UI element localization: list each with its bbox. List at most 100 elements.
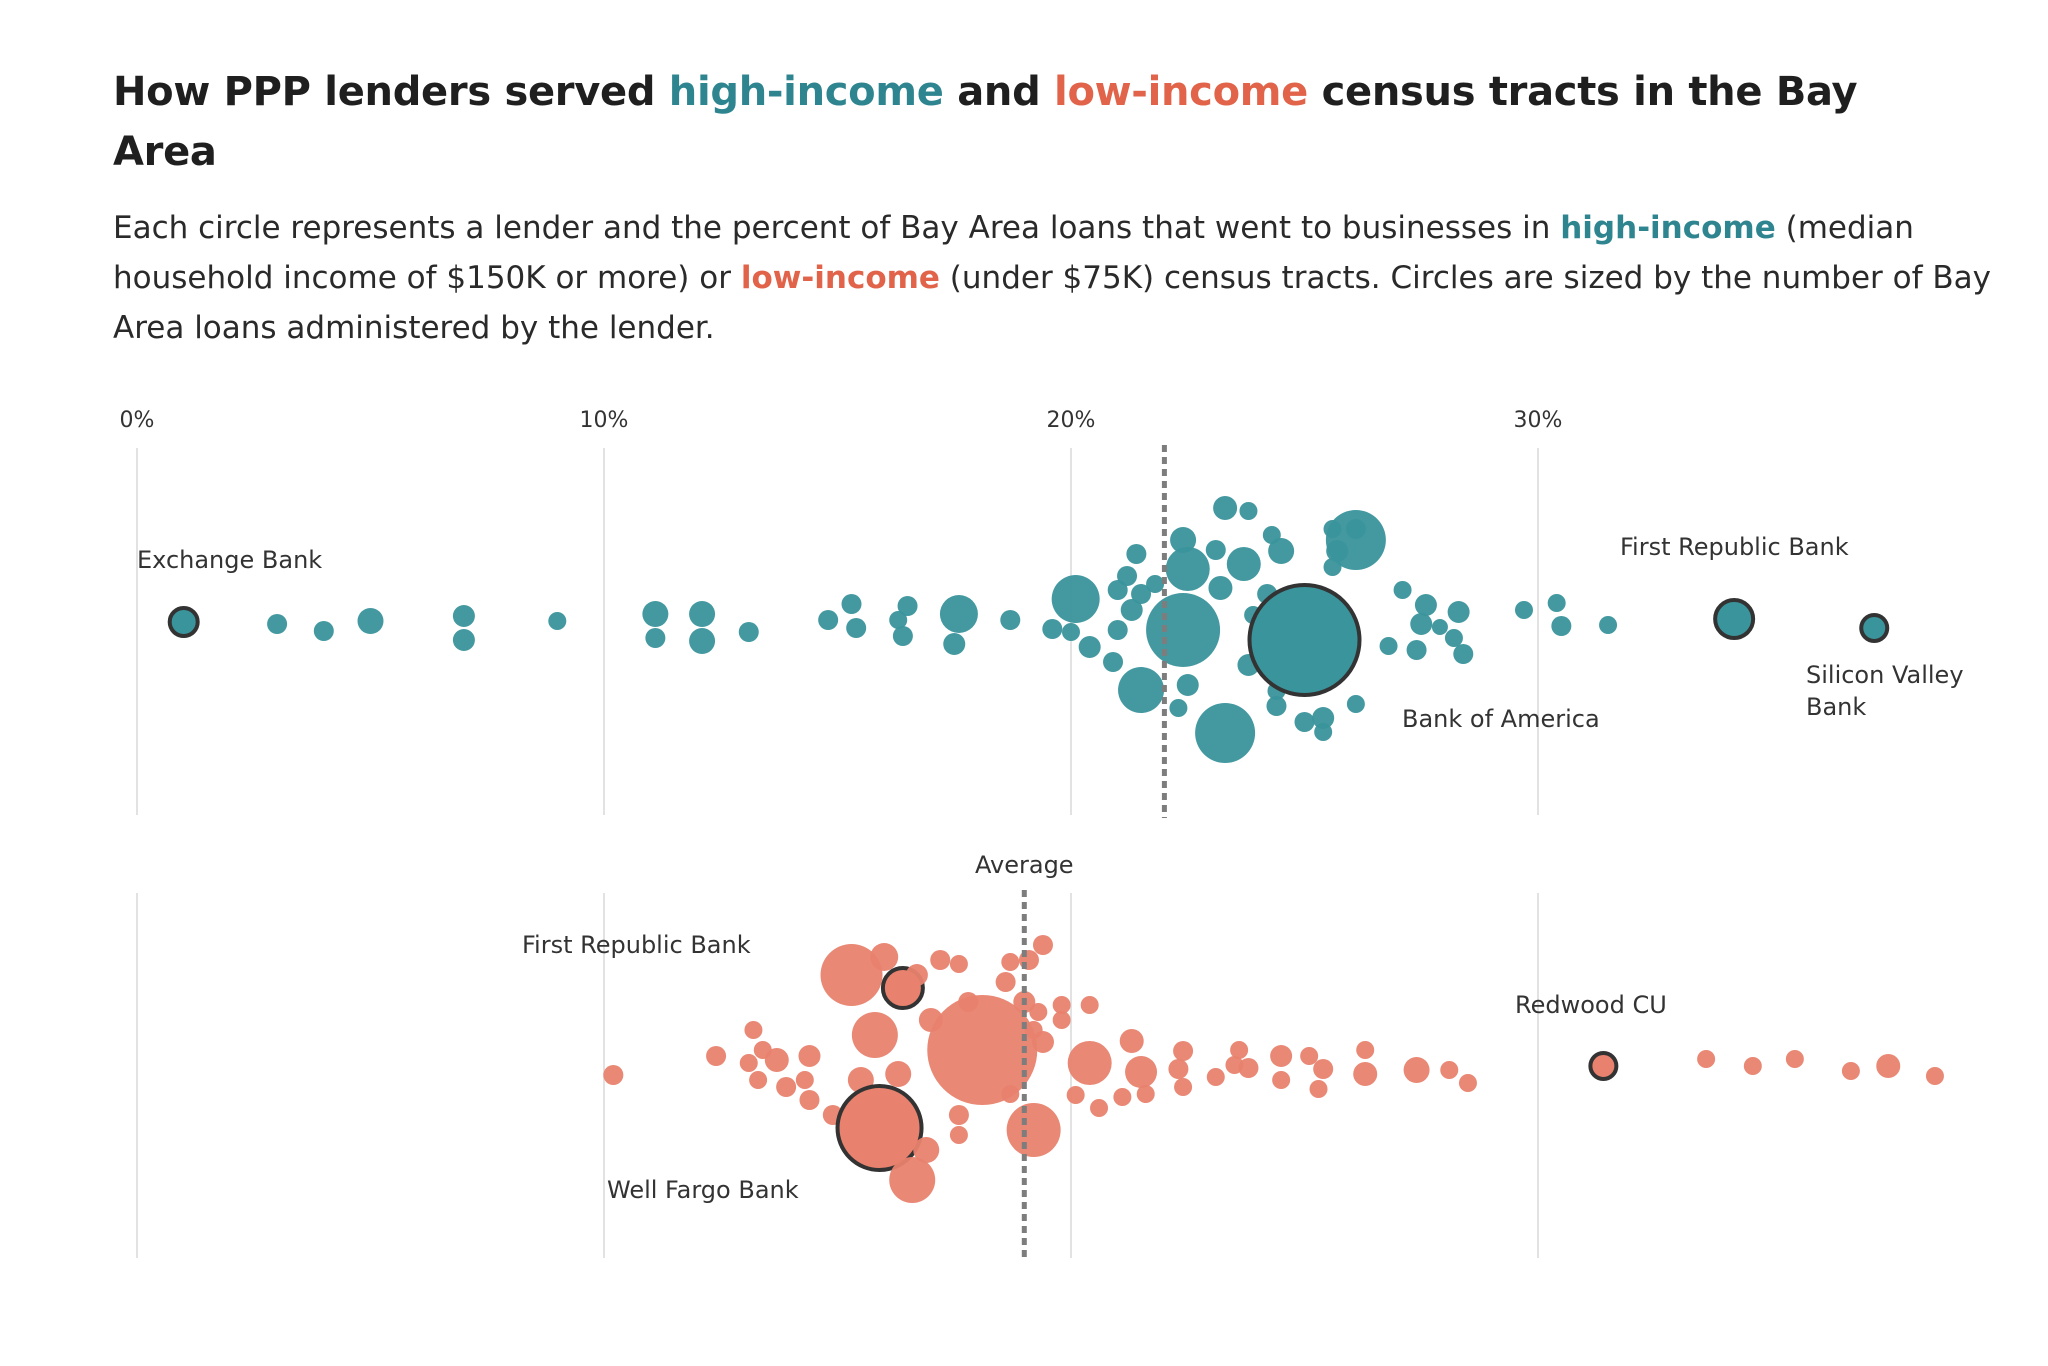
annotation-exchange-bank-high: Exchange Bank — [137, 546, 322, 574]
lender-circle-low — [949, 955, 968, 973]
annotation-first-republic-bank-high: First Republic Bank — [1620, 533, 1849, 561]
lender-circle-low — [1206, 1068, 1225, 1086]
lender-circle-high — [1213, 496, 1238, 520]
lender-circle-low — [1440, 1061, 1459, 1079]
lender-circle-high — [818, 610, 839, 630]
lender-circle-high — [889, 611, 908, 629]
lender-circle-low — [799, 1090, 820, 1110]
lender-circle-high — [892, 626, 913, 646]
lender-circle-high — [1146, 575, 1165, 593]
lender-circle-high — [841, 594, 862, 614]
lender-circle-low — [1174, 1078, 1193, 1096]
lender-circle-high — [1325, 510, 1386, 570]
annotation-line: Redwood CU — [1515, 991, 1667, 1019]
lender-circle-high — [1547, 594, 1566, 612]
chart-title: How PPP lenders served high-income and l… — [113, 62, 1953, 182]
lender-circle-low — [1001, 1085, 1020, 1103]
lender-circle-high — [1312, 707, 1335, 729]
annotation-line: Silicon Valley — [1806, 661, 1964, 689]
lender-circle-high — [1431, 619, 1448, 635]
lender-circle-high — [1146, 593, 1221, 667]
lender-circle-low — [948, 1105, 969, 1125]
lender-circle-low — [1052, 996, 1071, 1014]
tick-label-30: 30% — [1514, 408, 1563, 433]
lender-circle-high — [1447, 601, 1470, 623]
lender-circle-low — [1119, 1029, 1144, 1053]
desc-text: Each circle represents a lender and the … — [113, 210, 1561, 246]
lender-circle-low — [706, 1046, 727, 1066]
title-high-income: high-income — [668, 69, 944, 115]
average-lines: Average — [975, 445, 1167, 1261]
lender-circle-low — [1066, 1086, 1085, 1104]
lender-circle-low — [744, 1021, 763, 1039]
lender-circle-high — [1165, 547, 1210, 591]
annotation-first-republic-bank-low: First Republic Bank — [522, 931, 751, 959]
lender-circle-low — [1168, 1059, 1189, 1079]
chart-description: Each circle represents a lender and the … — [113, 203, 1993, 353]
annotation-line: Bank — [1806, 693, 1866, 721]
average-label: Average — [975, 851, 1074, 879]
lender-circle-low — [1113, 1088, 1132, 1106]
lender-circle-high — [1599, 616, 1618, 634]
lender-circle-high — [1195, 703, 1256, 763]
lender-circle-low — [1300, 1047, 1319, 1065]
lender-circle-low — [1090, 1099, 1109, 1117]
lender-circle-high — [1393, 581, 1412, 599]
lender-circle-low — [885, 1061, 912, 1087]
lender-circle-low — [1238, 1058, 1259, 1078]
lender-circle-low — [820, 944, 883, 1006]
lender-circle-low — [1006, 1103, 1061, 1157]
lender-circle-high — [548, 612, 567, 630]
lender-circle-low — [913, 1137, 940, 1163]
lender-circle-low — [870, 943, 899, 971]
annotations: Exchange Bank First Republic Bank Silicon … — [137, 533, 1964, 1204]
lender-circle-high — [357, 608, 384, 634]
lender-circle-low — [1403, 1057, 1430, 1083]
annotation-redwood-cu-low: Redwood CU — [1515, 991, 1667, 1019]
gridlines — [136, 448, 1539, 1258]
lender-circle-high — [1176, 674, 1199, 696]
lender-circle-low — [764, 1048, 789, 1072]
lender-circle-low — [1080, 996, 1099, 1014]
lender-circle-high — [1000, 610, 1021, 630]
lender-circle-low — [1458, 1074, 1477, 1092]
lender-circle-bank-of-america-high — [1247, 583, 1362, 697]
x-axis-tick-labels: 0% 10% 20% 30% — [120, 408, 1563, 433]
lender-circle-low — [795, 1071, 814, 1089]
annotation-line: Bank of America — [1402, 705, 1600, 733]
title-text-and: and — [943, 69, 1055, 115]
lender-circle-high — [452, 605, 475, 627]
lender-circle-high — [1170, 527, 1197, 553]
lender-circle-low — [1230, 1041, 1249, 1059]
lender-circle-low — [739, 1054, 758, 1072]
lender-circle-low — [995, 972, 1016, 992]
lender-circle-exchange-bank-high — [167, 606, 200, 638]
lender-circle-high — [1107, 580, 1128, 600]
lender-circle-high — [689, 601, 716, 627]
low-income-swarm — [603, 935, 1944, 1203]
lender-circle-high — [1131, 584, 1152, 604]
lender-circle-low — [798, 1045, 821, 1067]
lender-circle-low — [1841, 1062, 1860, 1080]
lender-circle-low — [1001, 953, 1020, 971]
lender-circle-high — [1444, 629, 1463, 647]
lender-circle-high — [1551, 616, 1572, 636]
lender-circle-high — [1379, 637, 1398, 655]
lender-circle-low — [930, 950, 951, 970]
lender-circle-low — [1876, 1054, 1901, 1078]
lender-circle-low — [1785, 1050, 1804, 1068]
lender-circle-high — [1414, 594, 1437, 616]
lender-circle-low — [1743, 1057, 1762, 1075]
lender-circle-high — [1346, 695, 1365, 713]
lender-circle-high — [1268, 538, 1295, 564]
desc-high-income: high-income — [1560, 210, 1776, 246]
annotation-line: First Republic Bank — [522, 931, 751, 959]
annotation-line: First Republic Bank — [1620, 533, 1849, 561]
lender-circle-high — [1126, 544, 1147, 564]
lender-circle-high — [645, 628, 666, 648]
lender-circle-low — [958, 992, 979, 1012]
lender-circle-high — [1239, 502, 1258, 520]
lender-circle-high — [1042, 619, 1063, 639]
lender-circle-low — [1031, 1031, 1054, 1053]
lender-circle-high — [1169, 699, 1188, 717]
